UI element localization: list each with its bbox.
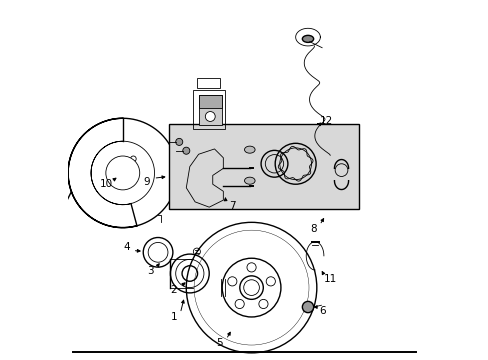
- Ellipse shape: [244, 146, 255, 153]
- Ellipse shape: [244, 177, 255, 184]
- Text: 12: 12: [320, 116, 333, 126]
- Bar: [168, 124, 358, 209]
- Bar: [197, 78, 219, 88]
- Text: 3: 3: [147, 266, 153, 276]
- Bar: [198, 95, 221, 125]
- Text: 9: 9: [143, 177, 150, 187]
- Bar: [198, 95, 221, 108]
- Text: 1: 1: [170, 312, 177, 322]
- Text: 2: 2: [170, 285, 177, 295]
- Circle shape: [183, 147, 189, 154]
- Ellipse shape: [302, 35, 313, 42]
- Circle shape: [175, 138, 183, 145]
- Text: 7: 7: [228, 202, 235, 211]
- Circle shape: [302, 301, 313, 312]
- Circle shape: [205, 112, 215, 121]
- Text: 11: 11: [324, 274, 337, 284]
- Circle shape: [105, 156, 140, 190]
- Text: 5: 5: [216, 338, 223, 348]
- Text: 4: 4: [123, 242, 129, 252]
- Text: 6: 6: [318, 306, 325, 315]
- Text: 10: 10: [100, 179, 113, 189]
- Text: 8: 8: [309, 224, 316, 234]
- Bar: [193, 90, 224, 129]
